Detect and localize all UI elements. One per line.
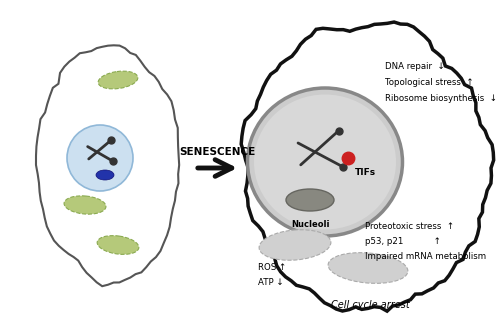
Ellipse shape xyxy=(67,125,133,191)
Ellipse shape xyxy=(259,230,331,260)
Text: TIFs: TIFs xyxy=(355,168,376,177)
Ellipse shape xyxy=(248,88,402,236)
Ellipse shape xyxy=(254,94,396,230)
Text: Impaired mRNA metabolism: Impaired mRNA metabolism xyxy=(365,252,486,261)
Text: DNA repair  ↓: DNA repair ↓ xyxy=(385,62,445,71)
Text: Nucleoli: Nucleoli xyxy=(291,220,329,229)
Ellipse shape xyxy=(286,189,334,211)
Polygon shape xyxy=(36,45,179,286)
Text: Cell cycle arrest: Cell cycle arrest xyxy=(330,300,409,310)
Ellipse shape xyxy=(98,71,138,89)
Text: SENESCENCE: SENESCENCE xyxy=(179,147,255,157)
Text: p53, p21           ↑: p53, p21 ↑ xyxy=(365,237,441,246)
Ellipse shape xyxy=(97,236,139,255)
Text: Topological stress  ↑: Topological stress ↑ xyxy=(385,78,474,87)
Ellipse shape xyxy=(64,196,106,214)
Ellipse shape xyxy=(96,170,114,180)
Polygon shape xyxy=(241,22,494,311)
Text: ATP ↓: ATP ↓ xyxy=(258,278,283,287)
Text: ROS ↑: ROS ↑ xyxy=(258,263,286,272)
Text: Ribosome biosynthesis  ↓: Ribosome biosynthesis ↓ xyxy=(385,94,497,103)
Ellipse shape xyxy=(328,253,408,283)
Text: Proteotoxic stress  ↑: Proteotoxic stress ↑ xyxy=(365,222,454,231)
